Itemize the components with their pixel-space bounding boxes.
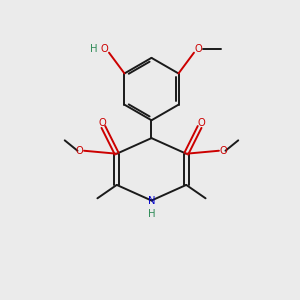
Text: H: H	[90, 44, 98, 54]
Text: O: O	[98, 118, 106, 128]
Text: O: O	[220, 146, 227, 156]
Text: H: H	[148, 209, 155, 219]
Text: O: O	[101, 44, 108, 54]
Text: O: O	[195, 44, 202, 54]
Text: O: O	[76, 146, 83, 156]
Text: O: O	[197, 118, 205, 128]
Text: N: N	[148, 196, 155, 206]
